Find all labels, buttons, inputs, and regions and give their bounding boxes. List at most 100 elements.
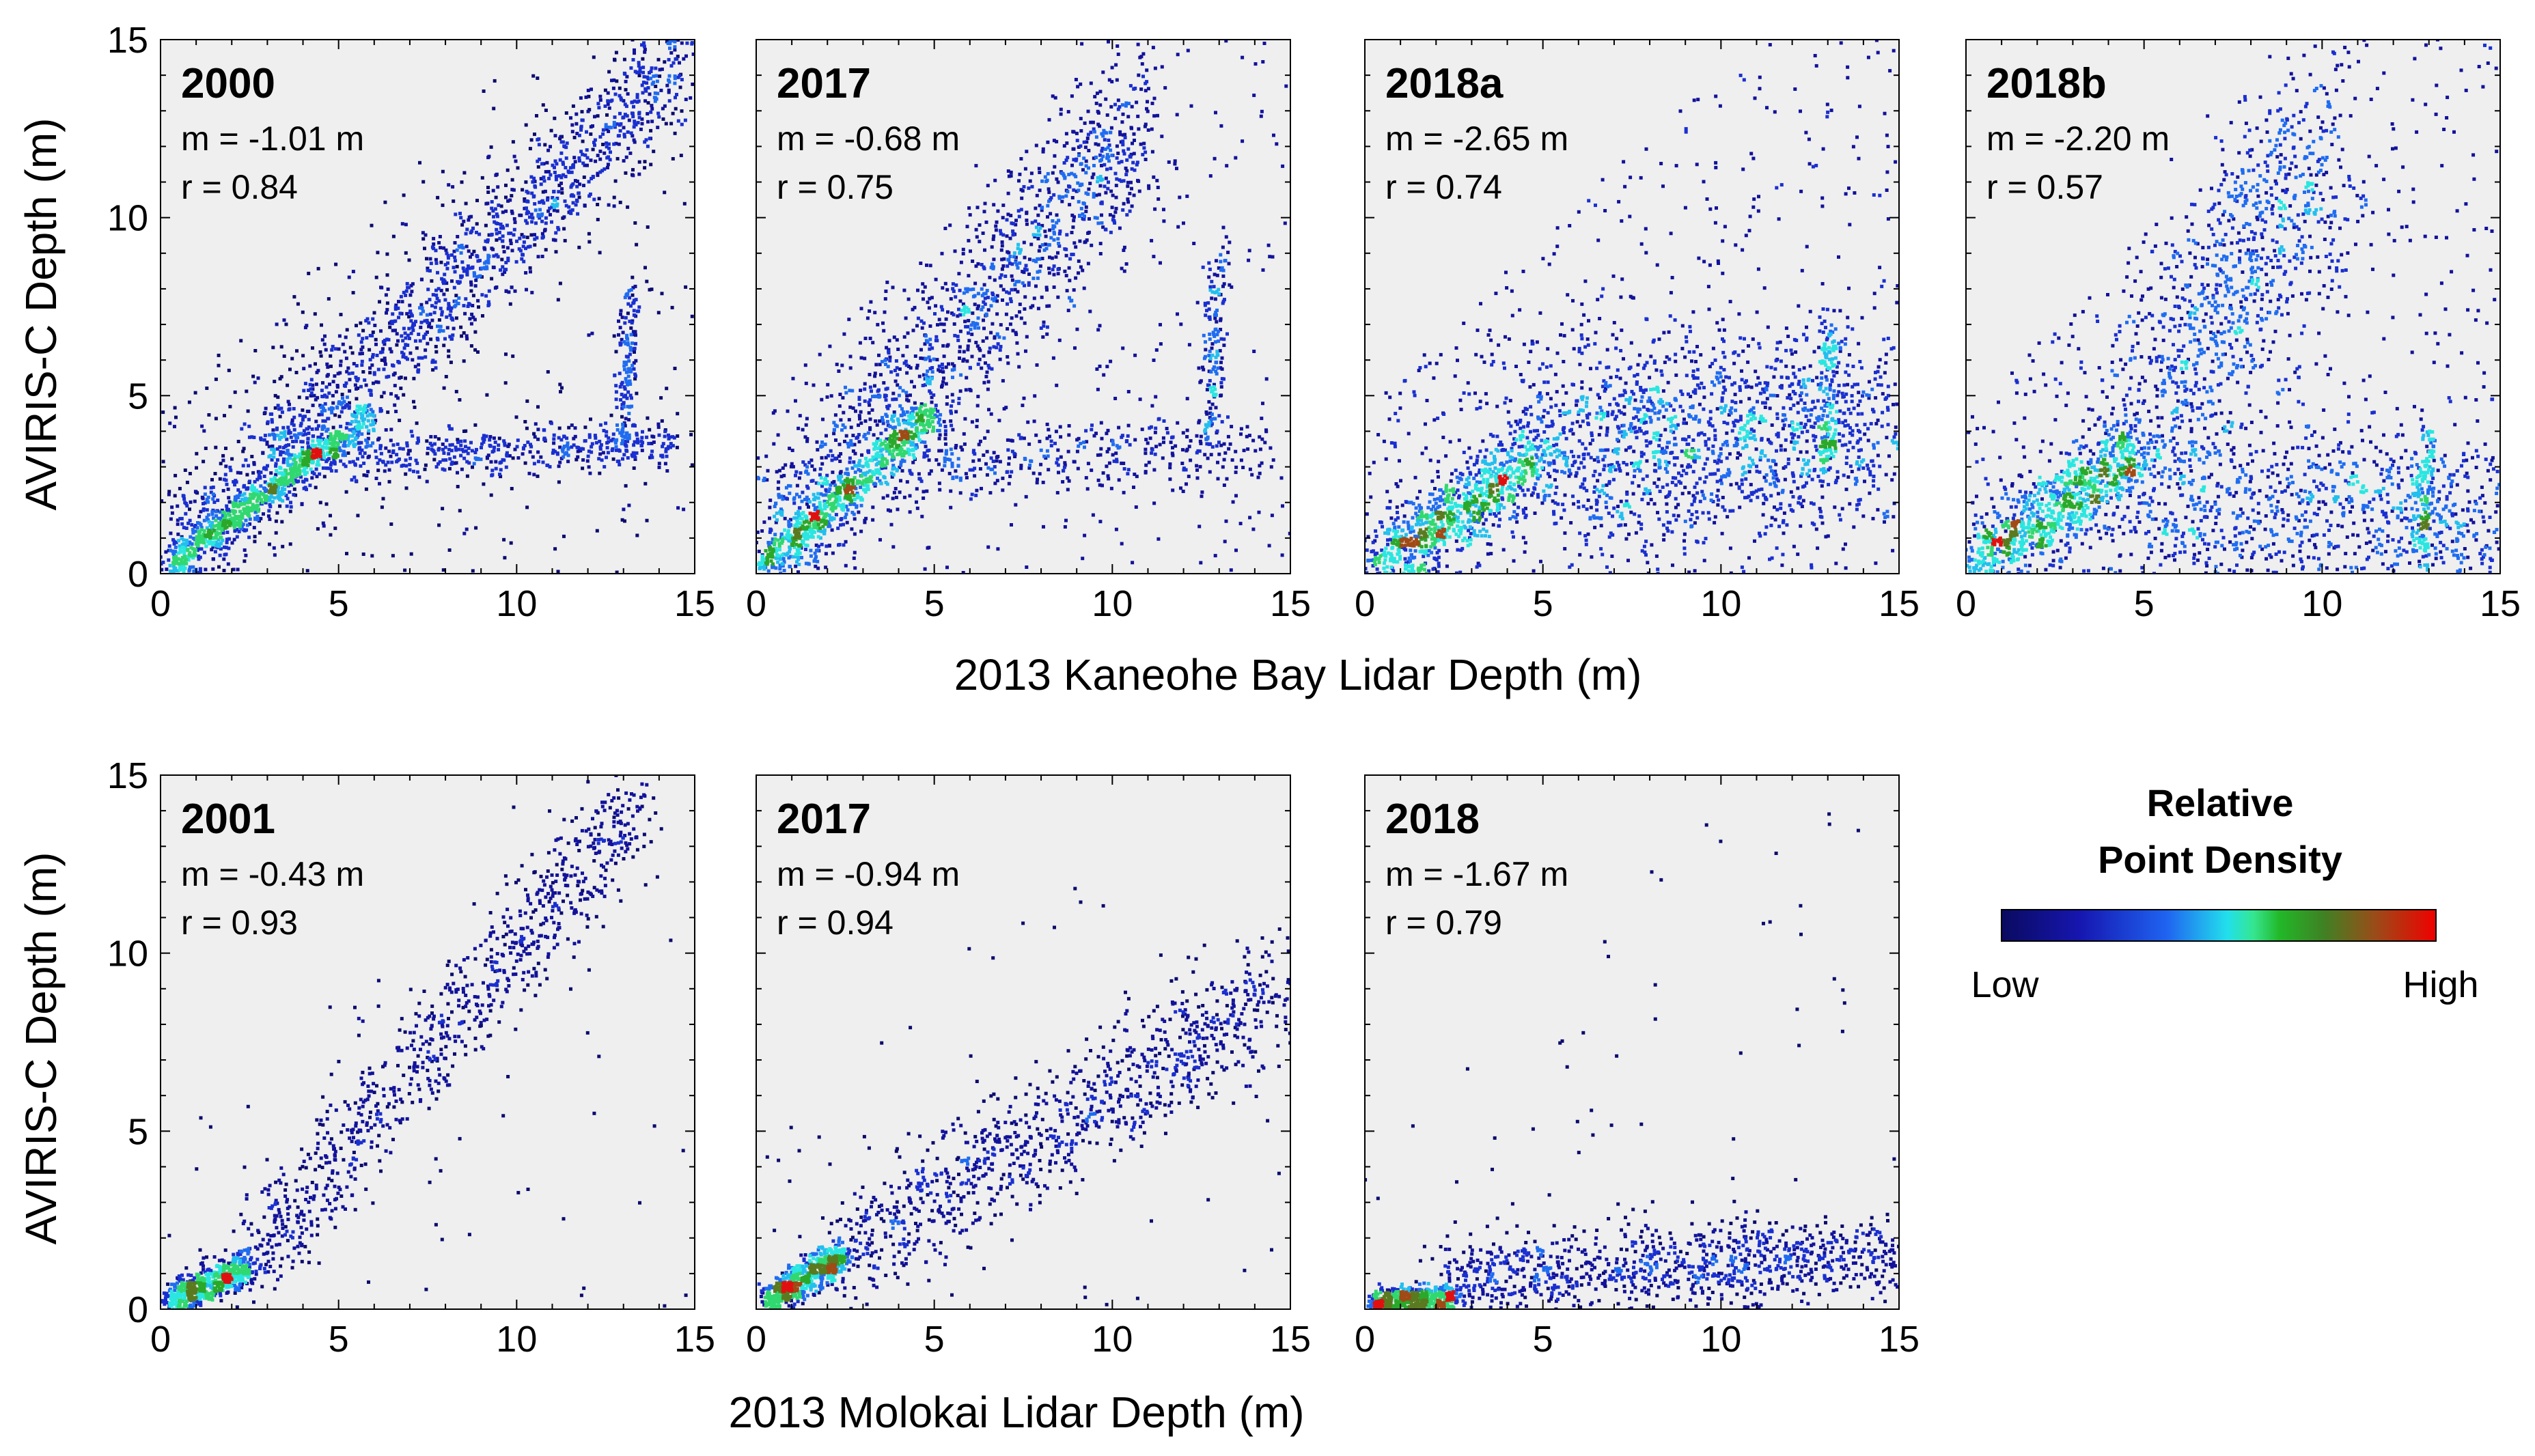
scatter-point	[1023, 167, 1027, 171]
scatter-point	[957, 272, 961, 276]
scatter-point	[570, 208, 574, 212]
scatter-point	[1045, 332, 1049, 336]
scatter-point	[447, 305, 451, 309]
scatter-point	[1010, 288, 1014, 292]
scatter-point	[690, 314, 694, 318]
scatter-point	[288, 453, 292, 458]
scatter-point	[1072, 215, 1076, 219]
scatter-point	[274, 464, 278, 468]
scatter-point	[618, 94, 622, 98]
scatter-point	[480, 442, 484, 446]
scatter-point	[859, 421, 863, 425]
scatter-point	[682, 507, 686, 512]
scatter-point	[1136, 114, 1140, 118]
scatter-point	[1123, 132, 1127, 137]
scatter-point	[835, 363, 839, 367]
scatter-point	[909, 393, 912, 397]
scatter-point	[891, 397, 895, 402]
scatter-point	[314, 397, 318, 402]
scatter-point	[1150, 127, 1154, 131]
scatter-point	[400, 222, 404, 226]
scatter-point	[607, 106, 611, 110]
scatter-point	[272, 433, 276, 436]
scatter-point	[690, 463, 694, 467]
scatter-point	[460, 180, 464, 184]
scatter-point	[531, 216, 535, 220]
scatter-point	[240, 497, 244, 501]
scatter-point	[612, 195, 616, 199]
scatter-point	[462, 219, 466, 223]
scatter-point	[340, 436, 344, 439]
scatter-point	[1055, 461, 1059, 465]
scatter-point	[942, 419, 946, 423]
scatter-point	[1042, 324, 1046, 328]
scatter-point	[449, 309, 453, 313]
scatter-point	[307, 432, 311, 435]
scatter-point	[1197, 524, 1202, 529]
scatter-point	[218, 510, 222, 514]
scatter-point	[316, 527, 320, 531]
scatter-point	[842, 332, 846, 336]
scatter-point	[318, 501, 322, 505]
scatter-point	[317, 412, 321, 417]
scatter-point	[575, 180, 579, 184]
scatter-point	[248, 522, 252, 526]
scatter-point	[598, 98, 602, 102]
scatter-point	[1006, 438, 1010, 442]
scatter-point	[357, 420, 361, 424]
scatter-point	[524, 123, 528, 127]
scatter-point	[623, 387, 627, 391]
scatter-point	[920, 514, 924, 518]
scatter-point	[359, 412, 363, 416]
scatter-point	[636, 121, 640, 125]
scatter-point	[183, 501, 187, 505]
scatter-point	[612, 121, 616, 124]
scatter-point	[180, 543, 184, 547]
scatter-point	[1104, 97, 1108, 101]
scatter-point	[1013, 288, 1017, 292]
scatter-point	[342, 434, 346, 438]
scatter-point	[445, 326, 449, 330]
scatter-point	[324, 385, 329, 389]
scatter-point	[428, 312, 432, 316]
scatter-point	[217, 363, 221, 367]
scatter-point	[913, 354, 917, 358]
scatter-point	[214, 518, 218, 522]
scatter-point	[605, 141, 609, 145]
scatter-point	[319, 354, 323, 358]
scatter-point	[1072, 460, 1077, 464]
scatter-point	[1045, 422, 1049, 426]
scatter-point	[598, 445, 602, 449]
scatter-point	[233, 529, 237, 533]
scatter-point	[611, 86, 615, 90]
scatter-point	[185, 480, 189, 484]
scatter-point	[938, 369, 942, 374]
scatter-point	[603, 104, 607, 108]
scatter-point	[288, 431, 292, 435]
scatter-point	[980, 263, 984, 266]
scatter-point	[614, 51, 618, 55]
scatter-point	[454, 445, 458, 449]
scatter-point	[1122, 467, 1126, 471]
scatter-point	[1217, 452, 1221, 456]
scatter-point	[650, 434, 654, 438]
scatter-point	[217, 527, 221, 531]
scatter-point	[632, 138, 636, 142]
scatter-point	[624, 87, 628, 92]
scatter-point	[408, 310, 412, 314]
scatter-point	[954, 283, 958, 287]
scatter-point	[1034, 143, 1038, 148]
scatter-point	[449, 462, 454, 466]
scatter-point	[1070, 213, 1075, 217]
scatter-point	[845, 520, 849, 524]
scatter-point	[294, 493, 298, 497]
scatter-point	[572, 443, 576, 447]
scatter-point	[299, 421, 303, 425]
scatter-point	[198, 534, 202, 538]
scatter-point	[462, 531, 467, 535]
scatter-point	[447, 354, 451, 359]
scatter-point	[529, 138, 534, 142]
scatter-point	[641, 81, 646, 85]
scatter-point	[982, 210, 986, 214]
scatter-point	[887, 404, 891, 408]
